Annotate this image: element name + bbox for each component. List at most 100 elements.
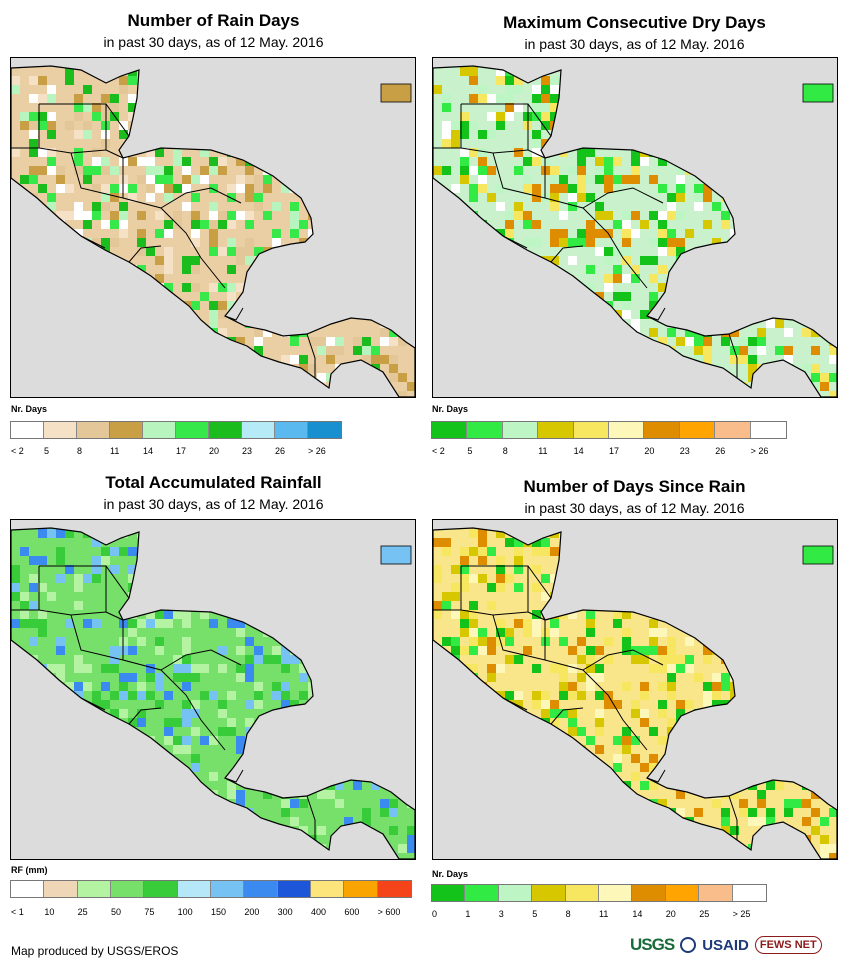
- legend-tick-label: 20: [209, 446, 220, 456]
- legend-label: RF (mm): [11, 865, 48, 875]
- legend-swatch: [608, 422, 645, 438]
- legend-swatch: [44, 881, 78, 897]
- legend-ticks: < 2 5 8 11 14 17 20 23 26 > 26: [431, 446, 785, 458]
- legend-tick-label: > 600: [377, 907, 401, 917]
- panel-subtitle: in past 30 days, as of 12 May. 2016: [524, 36, 745, 52]
- legend-tick-label: 600: [344, 907, 360, 917]
- legend-tick-label: 150: [211, 907, 227, 917]
- legend-swatch: [467, 422, 503, 438]
- legend-ticks: 0 1 3 5 8 11 14 20 25 > 25: [431, 909, 765, 921]
- legend-swatch: [532, 885, 566, 901]
- panel-title: Total Accumulated Rainfall: [105, 473, 322, 492]
- usaid-seal-icon: [680, 937, 697, 953]
- island: [380, 83, 412, 103]
- credit-text: Map produced by USGS/EROS: [11, 944, 179, 958]
- land-grid: [433, 528, 837, 859]
- legend-swatch: [244, 881, 278, 897]
- country-border: [502, 697, 528, 711]
- legend-swatch: [750, 422, 786, 438]
- legend-tick-label: 100: [177, 907, 193, 917]
- map: [10, 519, 416, 860]
- legend-swatch: [310, 881, 345, 897]
- country-border: [550, 245, 584, 263]
- country-border: [224, 769, 244, 783]
- legend-swatch: [143, 422, 176, 438]
- legend-swatch: [308, 422, 341, 438]
- country-border: [306, 333, 316, 378]
- country-border: [160, 187, 242, 209]
- legend-swatch: [377, 881, 411, 897]
- legend-swatch: [598, 885, 633, 901]
- legend-tick-label: > 25: [732, 909, 751, 919]
- panel-title: Number of Rain Days: [127, 11, 300, 30]
- legend-tick-label: 11: [110, 446, 120, 456]
- map: [432, 519, 838, 860]
- legend-swatch: [110, 422, 143, 438]
- legend-swatch: [465, 885, 499, 901]
- legend-bar: [431, 421, 787, 439]
- legend-swatch: [210, 881, 245, 897]
- country-border: [224, 307, 244, 321]
- legend-tick-label: 8: [77, 446, 83, 456]
- panel-max-dry-days: Maximum Consecutive Dry Days in past 30 …: [421, 0, 848, 475]
- country-border: [646, 769, 666, 783]
- legend-swatch: [573, 422, 609, 438]
- country-border: [80, 235, 106, 249]
- legend-swatch: [565, 885, 599, 901]
- legend-swatch: [176, 422, 209, 438]
- legend-tick-label: 10: [44, 907, 55, 917]
- legend-swatch: [77, 422, 110, 438]
- logo-strip: USGS USAID FEWS NET: [630, 930, 822, 960]
- land-grid: [11, 66, 415, 397]
- legend-swatch: [209, 422, 242, 438]
- legend-tick-label: 20: [644, 446, 655, 456]
- panel-title: Number of Days Since Rain: [523, 477, 746, 496]
- legend-tick-label: < 1: [11, 907, 24, 917]
- country-border: [728, 795, 738, 840]
- map: [10, 57, 416, 398]
- legend-ticks: < 1 10 25 50 75 100 150 200 300 400 600 > 600: [10, 907, 410, 919]
- legend-swatch: [11, 881, 45, 897]
- legend-swatch: [242, 422, 275, 438]
- legend-swatch: [144, 881, 178, 897]
- legend-tick-label: 8: [565, 909, 571, 919]
- legend-tick-label: 11: [599, 909, 609, 919]
- legend-tick-label: 400: [311, 907, 327, 917]
- legend-tick-label: 14: [632, 909, 643, 919]
- usaid-logo: USAID: [702, 936, 749, 954]
- legend-tick-label: 11: [538, 446, 548, 456]
- legend-ticks: < 2 5 8 11 14 17 20 23 26 > 26: [10, 446, 340, 458]
- legend-tick-label: 14: [573, 446, 584, 456]
- legend-bar: [10, 421, 342, 439]
- usgs-logo: USGS: [630, 935, 675, 954]
- legend-swatch: [110, 881, 145, 897]
- legend-tick-label: < 2: [11, 446, 24, 456]
- legend-swatch: [432, 422, 468, 438]
- legend-tick-label: 23: [679, 446, 690, 456]
- country-border: [128, 245, 162, 263]
- map-canvas: [11, 527, 415, 859]
- country-border: [550, 707, 584, 725]
- panel-rain-days: Number of Rain Days in past 30 days, as …: [0, 0, 427, 475]
- legend-tick-label: 0: [432, 909, 438, 919]
- legend-tick-label: > 26: [750, 446, 769, 456]
- legend-swatch: [538, 422, 574, 438]
- legend-swatch: [177, 881, 211, 897]
- legend-tick-label: 25: [77, 907, 88, 917]
- land-grid: [433, 66, 837, 397]
- island: [802, 83, 834, 103]
- legend-swatch: [699, 885, 733, 901]
- legend-swatch: [77, 881, 111, 897]
- legend-swatch: [432, 885, 466, 901]
- legend-swatch: [679, 422, 716, 438]
- legend-label: Nr. Days: [432, 404, 469, 414]
- country-border: [582, 649, 664, 671]
- legend-swatch: [632, 885, 666, 901]
- legend-tick-label: 8: [502, 446, 508, 456]
- legend-tick-label: 14: [143, 446, 154, 456]
- legend-tick-label: 20: [665, 909, 676, 919]
- country-border: [80, 697, 106, 711]
- legend-swatch: [665, 885, 700, 901]
- legend-tick-label: 26: [275, 446, 286, 456]
- legend-tick-label: > 26: [308, 446, 326, 456]
